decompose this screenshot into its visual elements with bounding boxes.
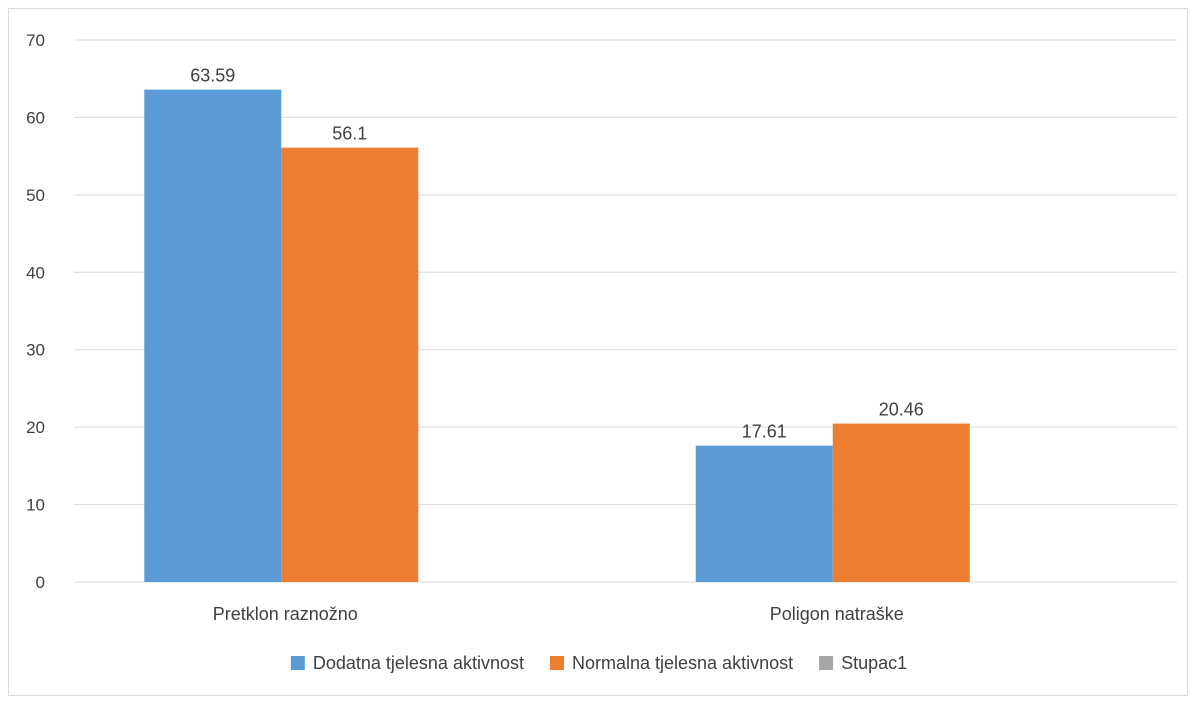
chart-frame: 0 10 20 30 40 50 60 70 63.59 56.1 17.61 20.46 Pret…	[8, 8, 1188, 696]
bar-normalna-1	[832, 423, 970, 582]
y-tick-label: 20	[26, 418, 45, 437]
data-label: 63.59	[190, 66, 235, 86]
y-tick-label: 0	[36, 573, 45, 592]
legend-swatch	[290, 656, 305, 670]
x-category-label: Pretklon raznožno	[213, 604, 358, 624]
data-labels: 63.59 56.1 17.61 20.46	[190, 66, 924, 442]
bars	[144, 89, 970, 582]
y-tick-label: 40	[26, 263, 45, 282]
x-category-label: Poligon natraške	[770, 604, 904, 624]
legend-item: Dodatna tjelesna aktivnost	[290, 653, 524, 673]
x-axis-category-labels: Pretklon raznožno Poligon natraške	[213, 604, 904, 624]
y-tick-label: 30	[26, 341, 45, 360]
data-label: 56.1	[332, 124, 367, 144]
legend-item: Stupac1	[819, 653, 907, 673]
legend-label: Dodatna tjelesna aktivnost	[313, 653, 524, 673]
y-axis-tick-labels: 0 10 20 30 40 50 60 70	[26, 31, 45, 592]
y-tick-label: 50	[26, 186, 45, 205]
legend-label: Stupac1	[841, 653, 907, 673]
data-label: 17.61	[742, 422, 787, 442]
bar-dodatna-1	[695, 445, 833, 582]
data-label: 20.46	[879, 400, 924, 420]
bar-dodatna-0	[144, 89, 282, 582]
legend-label: Normalna tjelesna aktivnost	[572, 653, 793, 673]
legend-item: Normalna tjelesna aktivnost	[549, 653, 793, 673]
bar-chart: 0 10 20 30 40 50 60 70 63.59 56.1 17.61 20.46 Pret…	[26, 31, 1177, 673]
legend-swatch	[819, 656, 834, 670]
y-tick-label: 10	[26, 496, 45, 515]
legend-swatch	[549, 656, 564, 670]
bar-normalna-0	[281, 147, 419, 582]
y-tick-label: 70	[26, 31, 45, 50]
y-tick-label: 60	[26, 108, 45, 127]
legend: Dodatna tjelesna aktivnost Normalna tjele…	[290, 653, 907, 673]
